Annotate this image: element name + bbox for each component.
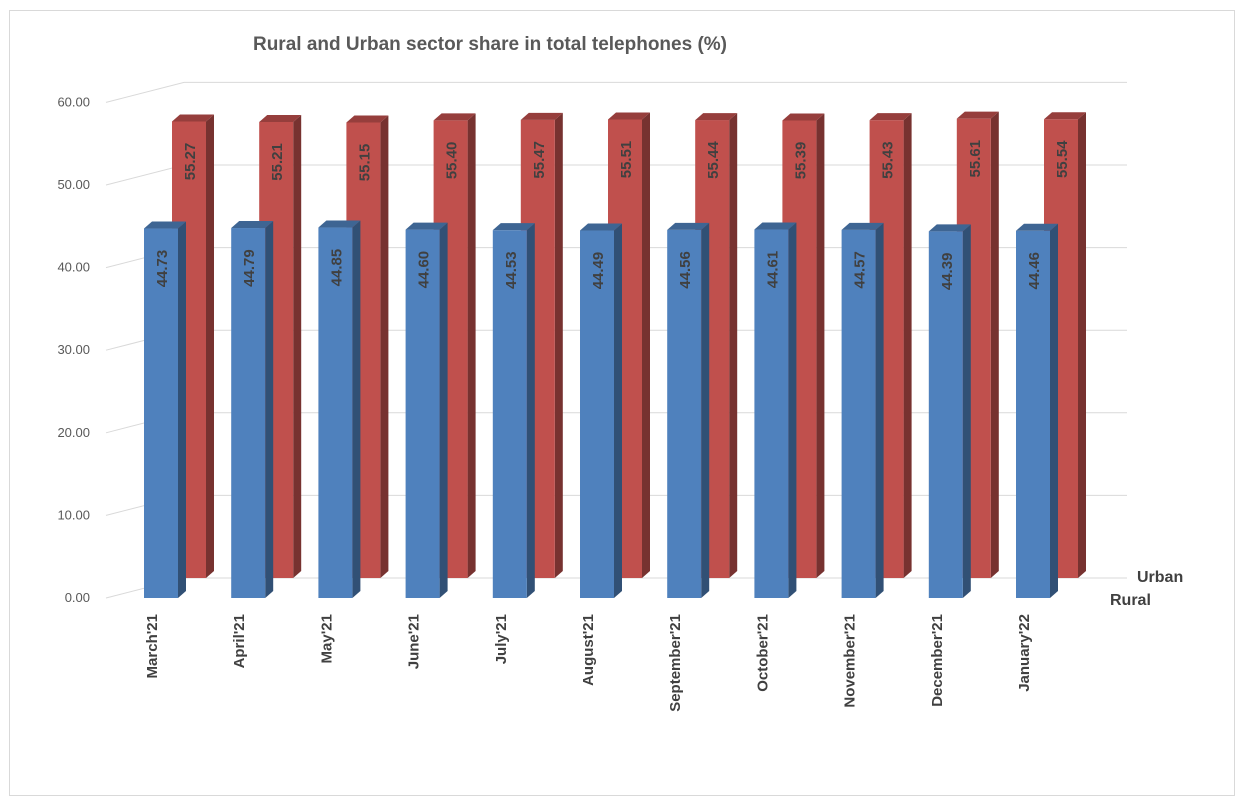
data-label: 44.61 bbox=[764, 251, 781, 289]
data-label: 44.57 bbox=[852, 251, 869, 289]
chart-title: Rural and Urban sector share in total te… bbox=[253, 34, 727, 55]
category-label: October'21 bbox=[754, 614, 771, 692]
category-label: June'21 bbox=[406, 614, 423, 669]
data-label: 55.27 bbox=[182, 143, 199, 181]
data-label: 44.53 bbox=[503, 251, 520, 289]
data-label: 55.51 bbox=[618, 141, 635, 179]
y-tick-label: 30.00 bbox=[57, 342, 90, 357]
data-label: 44.56 bbox=[677, 251, 694, 289]
data-label: 55.61 bbox=[967, 140, 984, 178]
series-label-rural: Rural bbox=[1110, 592, 1151, 609]
category-label: May'21 bbox=[318, 614, 335, 663]
data-label: 55.15 bbox=[356, 144, 373, 182]
data-label: 44.73 bbox=[154, 250, 171, 288]
category-label: April'21 bbox=[231, 614, 248, 668]
category-label: November'21 bbox=[842, 614, 859, 708]
y-tick-label: 20.00 bbox=[57, 425, 90, 440]
rural-bar: 44.79 bbox=[231, 221, 274, 598]
data-label: 55.43 bbox=[880, 141, 897, 179]
data-label: 44.46 bbox=[1026, 252, 1043, 290]
category-label: January'22 bbox=[1016, 614, 1033, 692]
rural-bar: 44.73 bbox=[144, 221, 186, 598]
data-label: 55.39 bbox=[792, 142, 809, 180]
data-label: 44.85 bbox=[328, 249, 345, 287]
rural-bar: 44.46 bbox=[1016, 223, 1058, 598]
rural-bar: 44.56 bbox=[667, 222, 710, 599]
data-label: 44.60 bbox=[416, 251, 433, 289]
series-label-urban: Urban bbox=[1137, 569, 1183, 586]
data-label: 44.39 bbox=[939, 253, 956, 291]
y-axis-ticks: 0.00 10.00 20.00 30.00 40.00 50.00 60.00 bbox=[57, 94, 90, 605]
data-label: 55.54 bbox=[1054, 140, 1071, 178]
category-label: August'21 bbox=[580, 614, 597, 686]
rural-bar: 44.49 bbox=[580, 223, 622, 598]
rural-series: 44.73 44.79 44.85 44.60 44.53 44.49 44.56 44.61… bbox=[144, 220, 1058, 599]
y-tick-label: 50.00 bbox=[57, 177, 90, 192]
data-label: 55.47 bbox=[531, 141, 548, 179]
rural-bar: 44.39 bbox=[928, 224, 971, 598]
category-label: December'21 bbox=[929, 614, 946, 707]
x-axis-labels: March'21 April'21 May'21 June'21 July'21 Augu… bbox=[144, 614, 1033, 712]
category-label: July'21 bbox=[493, 614, 510, 664]
data-label: 55.21 bbox=[269, 143, 286, 181]
rural-bar: 44.61 bbox=[754, 222, 797, 598]
data-label: 44.79 bbox=[241, 249, 258, 287]
category-label: March'21 bbox=[144, 614, 161, 678]
rural-bar: 44.57 bbox=[841, 222, 884, 598]
y-tick-label: 10.00 bbox=[57, 507, 90, 522]
rural-bar: 44.53 bbox=[492, 223, 535, 599]
data-label: 55.44 bbox=[705, 141, 722, 179]
category-label: September'21 bbox=[667, 614, 684, 712]
y-tick-label: 0.00 bbox=[65, 590, 90, 605]
y-tick-label: 60.00 bbox=[57, 94, 90, 109]
rural-bar: 44.85 bbox=[318, 220, 361, 598]
rural-bar: 44.60 bbox=[405, 222, 448, 598]
gridline bbox=[105, 81, 1127, 103]
y-tick-label: 40.00 bbox=[57, 260, 90, 275]
data-label: 55.40 bbox=[444, 142, 461, 180]
data-label: 44.49 bbox=[590, 252, 607, 290]
